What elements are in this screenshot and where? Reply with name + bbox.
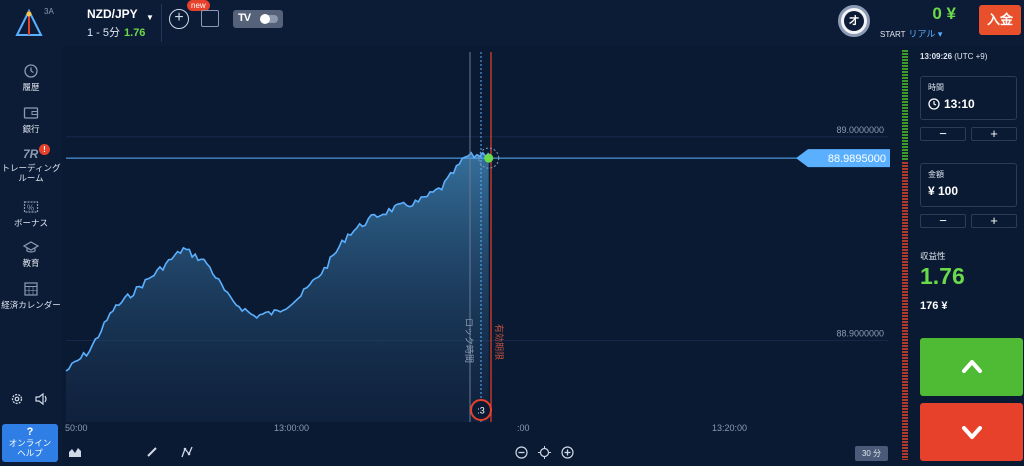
amount-increase-button[interactable]: + [971, 214, 1017, 228]
time-value: 13:10 [944, 97, 975, 111]
svg-text:%: % [27, 204, 34, 213]
call-up-button[interactable] [920, 338, 1023, 396]
pencil-icon[interactable] [146, 446, 158, 458]
clock-icon [928, 98, 940, 110]
time-axis-label: :00 [517, 423, 530, 433]
sidebar-item-label: 銀行 [22, 124, 40, 134]
expiry-time-field[interactable]: 時間 13:10 [920, 76, 1017, 120]
sidebar-item-history[interactable]: 履歴 [0, 64, 62, 93]
countdown-value: :3 [477, 406, 485, 416]
svg-text:7R: 7R [23, 147, 39, 160]
sidebar-item-label: 教育 [22, 258, 40, 268]
area-chart-icon[interactable] [68, 446, 82, 458]
divider [161, 4, 162, 42]
avatar-letter: オ [844, 11, 864, 31]
sidebar-item-bank[interactable]: 銀行 [0, 106, 62, 135]
countdown-ring [470, 399, 492, 421]
sidebar-item-education[interactable]: 教育 [0, 240, 62, 269]
gear-icon[interactable] [10, 392, 24, 406]
speaker-icon[interactable] [34, 392, 50, 406]
new-badge: new [187, 0, 210, 11]
amount-field[interactable]: 金額 ¥ 100 [920, 163, 1017, 207]
chevron-up-icon [962, 360, 982, 373]
chevron-down-icon [962, 426, 982, 439]
wallet-icon [23, 107, 39, 119]
current-price-value: 88.9895000 [828, 153, 886, 165]
payout-amount: 176 ¥ [920, 300, 948, 312]
asset-name[interactable]: NZD/JPY [87, 7, 138, 21]
help-label: オンライン ヘルプ [8, 438, 52, 458]
calendar-icon [24, 282, 38, 296]
asset-timeframe: 1 - 5分 [87, 27, 121, 39]
current-point-dot [484, 153, 494, 163]
time-axis-label: 13:00:00 [274, 423, 309, 433]
account-mode[interactable]: リアル ▾ [908, 29, 943, 39]
payout-value: 1.76 [920, 263, 965, 289]
clock-timezone: (UTC +9) [954, 52, 988, 61]
avatar[interactable]: オ [838, 5, 870, 37]
history-icon [24, 64, 38, 78]
sell-sentiment-bar [902, 162, 908, 460]
price-axis-label: 88.9000000 [836, 329, 884, 339]
toggle-knob [260, 14, 270, 24]
sidebar-item-trading-room[interactable]: 7R ! トレーディング ルーム [0, 144, 62, 183]
zoom-in-icon[interactable] [561, 446, 574, 459]
logo-label: 3A [44, 7, 54, 16]
clock-time: 13:09:26 [920, 52, 953, 61]
current-price-tag [796, 149, 890, 168]
help-icon: ? [26, 426, 34, 438]
sidebar-item-label: ボーナス [13, 218, 48, 228]
account-prefix: START [880, 30, 906, 39]
time-axis-label: 50:00 [65, 423, 88, 433]
deposit-button[interactable]: 入金 [979, 5, 1021, 35]
asset-payout: 1.76 [124, 27, 146, 39]
sidebar-item-label: トレーディング ルーム [1, 163, 61, 183]
sidebar: 履歴 銀行 7R ! トレーディング ルーム % ボーナス 教育 経済カレンダー [0, 46, 62, 466]
trade-panel: 13:09:26 (UTC +9) 時間 13:10 − + 金額 ¥ 100 … [910, 46, 1024, 466]
zoom-out-icon[interactable] [515, 446, 528, 459]
account-balance: 0 ¥ [932, 4, 956, 23]
asset-subtitle: 1 - 5分 1.76 [87, 24, 145, 40]
lock-time-label: ロック時間 [463, 318, 474, 363]
expiry-label: 有効期限 [493, 324, 505, 360]
timeframe-badge[interactable]: 30 分 [855, 446, 888, 461]
price-area-fill [66, 152, 489, 422]
current-point-ring [478, 147, 500, 169]
online-help-button[interactable]: ? オンライン ヘルプ [2, 424, 58, 462]
put-down-button[interactable] [920, 403, 1023, 461]
top-bar: 3A NZD/JPY ▼ 1 - 5分 1.76 + new TV オ 0 ¥ S… [0, 0, 1024, 46]
sidebar-item-label: 履歴 [22, 82, 40, 92]
time-axis-label: 13:20:00 [712, 423, 747, 433]
caret-down-icon[interactable]: ▼ [146, 13, 154, 22]
amount-decrease-button[interactable]: − [920, 214, 966, 228]
time-label: 時間 [928, 83, 944, 92]
layout-icon[interactable] [201, 10, 219, 27]
amount-value[interactable]: ¥ 100 [928, 184, 959, 198]
account-switcher[interactable]: START リアル ▾ [880, 27, 942, 40]
server-clock: 13:09:26 (UTC +9) [920, 52, 987, 61]
time-increase-button[interactable]: + [971, 127, 1017, 141]
amount-label: 金額 [928, 170, 944, 179]
payout-label: 収益性 [920, 251, 946, 261]
trading-room-icon: 7R [23, 147, 39, 160]
time-decrease-button[interactable]: − [920, 127, 966, 141]
sidebar-item-bonus[interactable]: % ボーナス [0, 200, 62, 229]
graduation-cap-icon [23, 241, 39, 253]
indicator-icon[interactable] [180, 445, 194, 459]
add-asset-button[interactable]: + [169, 9, 189, 29]
sidebar-item-label: 経済カレンダー [1, 300, 61, 310]
tradingview-icon: TV [238, 12, 251, 24]
tradingview-toggle[interactable]: TV [233, 10, 283, 28]
brand-logo-icon[interactable] [14, 8, 44, 38]
alert-badge: ! [39, 144, 50, 155]
price-axis-label: 89.0000000 [836, 125, 884, 135]
chart-svg[interactable]: 89.0000000 88.9000000 88.9895000 ロック時間 有効期限:… [62, 46, 900, 466]
fit-screen-icon[interactable] [538, 446, 551, 459]
sidebar-item-calendar[interactable]: 経済カレンダー [0, 282, 62, 311]
bonus-icon: % [23, 201, 39, 213]
price-line [65, 151, 490, 372]
price-chart[interactable]: 89.0000000 88.9000000 88.9895000 ロック時間 有効期限:… [62, 46, 900, 466]
buy-sentiment-bar [902, 50, 908, 160]
